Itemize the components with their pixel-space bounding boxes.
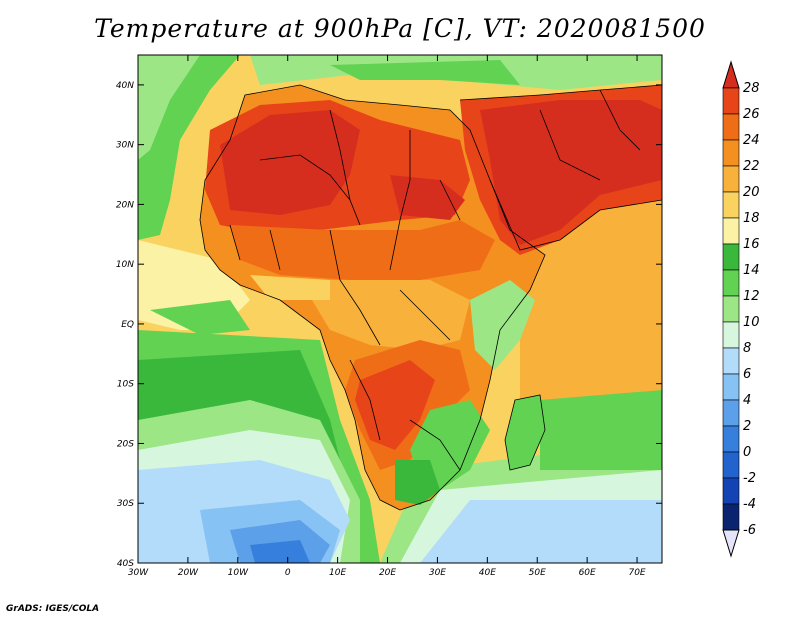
colorbar-swatch — [722, 347, 740, 375]
colorbar-swatch — [722, 269, 740, 297]
colorbar-label: 10 — [743, 315, 760, 330]
colorbar-label: 16 — [743, 237, 760, 252]
colorbar-min-arrow — [722, 529, 740, 558]
lon-tick-label: 10W — [228, 568, 249, 578]
colorbar-label: -2 — [743, 471, 756, 486]
country-borders — [199, 84, 662, 511]
lon-tick-label: 40E — [479, 568, 496, 578]
colorbar-swatch — [722, 191, 740, 219]
colorbar-swatch — [722, 321, 740, 349]
latitude-axis: 40N 30N 20N 10N EQ 10S 20S 30S 40S — [116, 81, 662, 569]
colorbar-swatch — [722, 451, 740, 479]
lat-tick-label: 30S — [117, 499, 134, 509]
lon-tick-label: 20W — [178, 568, 199, 578]
colorbar-swatch — [722, 113, 740, 141]
longitude-axis: 30W 20W 10W 0 10E 20E 30E 40E 50E 60E 70E — [128, 55, 646, 578]
colorbar-label: -4 — [743, 497, 756, 512]
colorbar-swatch — [722, 217, 740, 245]
colorbar-swatch — [722, 399, 740, 427]
colorbar-swatch — [722, 139, 740, 167]
lat-tick-label: 20N — [116, 200, 134, 210]
credit-label: GrADS: IGES/COLA — [6, 604, 100, 614]
lat-tick-label: EQ — [121, 320, 134, 330]
temperature-field — [138, 55, 662, 563]
colorbar-label: 8 — [743, 341, 751, 356]
lat-tick-label: 40S — [117, 559, 134, 569]
lat-tick-label: 30N — [116, 141, 134, 151]
colorbar-swatch — [722, 87, 740, 115]
colorbar-swatch — [722, 503, 740, 531]
lon-tick-label: 10E — [329, 568, 346, 578]
colorbar-label: 26 — [743, 107, 760, 122]
colorbar-label: 6 — [743, 367, 751, 382]
colorbar-label: 22 — [743, 159, 760, 174]
colorbar-swatch — [722, 295, 740, 323]
lon-tick-label: 60E — [579, 568, 596, 578]
lat-tick-label: 20S — [117, 439, 134, 449]
map-frame — [137, 54, 663, 564]
lat-tick-label: 10S — [117, 380, 134, 390]
colorbar-swatch — [722, 425, 740, 453]
colorbar-swatch — [722, 165, 740, 193]
colorbar-max-arrow — [722, 60, 740, 89]
colorbar-label: -6 — [743, 523, 756, 538]
colorbar-swatch — [722, 243, 740, 271]
colorbar-label: 28 — [743, 81, 760, 96]
lon-tick-label: 70E — [628, 568, 645, 578]
colorbar-label: 2 — [743, 419, 751, 434]
colorbar-label: 14 — [743, 263, 760, 278]
colorbar-label: 18 — [743, 211, 760, 226]
chart-title: Temperature at 900hPa [C], VT: 202008150… — [94, 14, 706, 43]
colorbar-label: 12 — [743, 289, 760, 304]
lon-tick-label: 50E — [529, 568, 546, 578]
colorbar-swatch — [722, 477, 740, 505]
lon-tick-label: 30W — [128, 568, 149, 578]
lat-tick-label: 40N — [116, 81, 134, 91]
lon-tick-label: 0 — [285, 568, 291, 578]
colorbar-label: 20 — [743, 185, 760, 200]
lon-tick-label: 30E — [429, 568, 446, 578]
colorbar-label: 4 — [743, 393, 751, 408]
lat-tick-label: 10N — [116, 260, 134, 270]
colorbar-label: 0 — [743, 445, 751, 460]
colorbar-swatch — [722, 373, 740, 401]
colorbar-label: 24 — [743, 133, 760, 148]
lon-tick-label: 20E — [379, 568, 396, 578]
